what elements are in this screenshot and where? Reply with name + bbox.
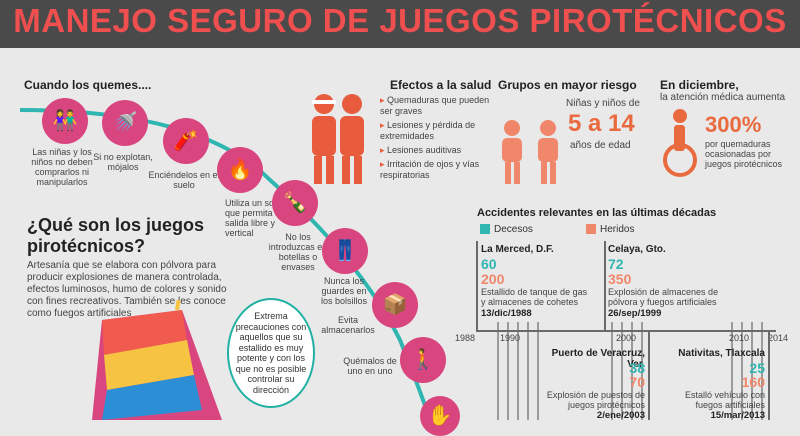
step-7-label: Evita almacenarlos [321, 315, 375, 335]
grid-line [517, 322, 519, 420]
event-1-date: 13/dic/1988 [481, 308, 532, 319]
grid-line [631, 322, 633, 420]
event-3-desc: Explosión de puestos de juegos pirotécni… [546, 390, 645, 410]
grid-line [641, 322, 643, 420]
extra-step-icon: ✋ [420, 396, 460, 436]
timeline-axis [476, 330, 776, 332]
page-title: MANEJO SEGURO DE JUEGOS PIROTÉCNICOS [13, 2, 787, 39]
when-burn-heading: Cuando los quemes.... [24, 78, 152, 92]
tick-2014: 2014 [768, 333, 789, 343]
event-3-injured: 70 [629, 374, 645, 390]
step-6-label: Nunca los guardes en los bolsillos [320, 276, 368, 306]
event-2-desc: Explosión de almacenes de pólvora y fueg… [608, 287, 719, 307]
event-stem [648, 330, 650, 420]
health-item: ▸ Lesiones auditivas [380, 145, 462, 155]
wheelchair-icon [663, 109, 697, 177]
tick-2000: 2000 [616, 333, 637, 343]
legend-injured-swatch [586, 224, 596, 235]
december-sub: la atención médica aumenta [660, 92, 786, 103]
event-stem [768, 330, 770, 420]
grid-line [741, 322, 743, 420]
health-heading: Efectos a la salud [390, 78, 492, 92]
accidents-heading: Accidentes relevantes en las últimas déc… [477, 207, 717, 219]
event-4-injured: 160 [741, 374, 765, 390]
event-2-date: 26/sep/1999 [608, 308, 662, 319]
what-are-heading: ¿Qué son los juegos pirotécnicos? [27, 215, 205, 256]
box-icon: 📦 [372, 282, 418, 328]
precaution-callout: Extrema precauciones con aquellos que su… [227, 298, 315, 408]
grid-line [761, 322, 763, 420]
event-3-deaths: 38 [629, 360, 645, 376]
title-bar [0, 0, 800, 48]
step-5-label: No los introduzcas en botellas o envases [268, 232, 328, 272]
event-2-deaths: 72 [608, 256, 624, 272]
firework-illustration [92, 300, 222, 420]
step-4-label: Utiliza un soporte que permita su salida… [225, 198, 295, 238]
step-1-label: Las niñas y los niños no deben comprarlo… [31, 147, 93, 187]
event-stem [604, 241, 606, 330]
step-kids-icon: 👫 [42, 98, 88, 144]
event-4-desc: Estalló vehículo con fuegos artificiales [684, 390, 765, 410]
person-lighting-icon: 🔥 [217, 147, 263, 193]
health-item: ▸ Quemaduras que pueden ser graves [380, 95, 490, 116]
children-icon [502, 120, 558, 184]
risk-line1: Niñas y niños de [566, 98, 640, 109]
legend-deaths-swatch [480, 224, 490, 235]
legend-deaths: Decesos [480, 224, 533, 235]
watering-can-icon: 🚿 [102, 100, 148, 146]
health-item: ▸ Lesiones y pérdida de extremidades [380, 120, 476, 141]
bottle-icon: 🍾 [272, 180, 318, 226]
tick-2010: 2010 [729, 333, 750, 343]
december-text: por quemaduras ocasionadas por juegos pi… [705, 139, 783, 169]
event-2-injured: 350 [608, 271, 632, 287]
event-1-deaths: 60 [481, 256, 497, 272]
risk-line2: años de edad [570, 140, 631, 151]
step-3-label: Enciéndelos en el suelo [148, 170, 220, 190]
event-3-place: Puerto de Veracruz, Ver. [551, 348, 645, 370]
injured-people-icon [312, 94, 364, 184]
grid-line [731, 322, 733, 420]
tick-1990: 1990 [500, 333, 521, 343]
grid-line [527, 322, 529, 420]
health-list: ▸ Quemaduras que pueden ser graves ▸ Les… [372, 95, 492, 184]
event-4-date: 15/mar/2013 [710, 410, 765, 421]
grid-line [611, 322, 613, 420]
step-2-label: Si no explotan, mójalos [93, 152, 153, 172]
event-3-date: 2/ene/2003 [596, 410, 645, 421]
risk-big: 5 a 14 [568, 110, 635, 137]
tick-1988: 1988 [455, 333, 476, 343]
event-2-place: Celaya, Gto. [608, 244, 666, 255]
firecracker-icon: 🧨 [163, 118, 209, 164]
legend-injured: Heridos [586, 224, 634, 235]
grid-line [497, 322, 499, 420]
grid-line [751, 322, 753, 420]
event-stem [476, 241, 478, 330]
step-8-label: Quémalos de uno en uno [343, 356, 397, 376]
grid-line [537, 322, 539, 420]
health-item: ▸ Irritación de ojos y vías respiratoria… [380, 159, 480, 180]
what-are-text: Artesanía que se elabora con pólvora par… [27, 260, 227, 319]
event-1-place: La Merced, D.F. [481, 244, 554, 255]
risk-heading: Grupos en mayor riesgo [498, 78, 637, 92]
december-heading: En diciembre, [660, 78, 739, 92]
event-4-deaths: 25 [749, 360, 765, 376]
walking-person-icon: 🚶 [400, 337, 446, 383]
december-big: 300% [705, 112, 762, 137]
grid-line [621, 322, 623, 420]
event-4-place: Nativitas, Tlaxcala [678, 348, 765, 359]
grid-line [507, 322, 509, 420]
pocket-icon: 👖 [322, 228, 368, 274]
event-1-injured: 200 [481, 271, 505, 287]
event-1-desc: Estallido de tanque de gas y almacenes d… [481, 287, 588, 307]
